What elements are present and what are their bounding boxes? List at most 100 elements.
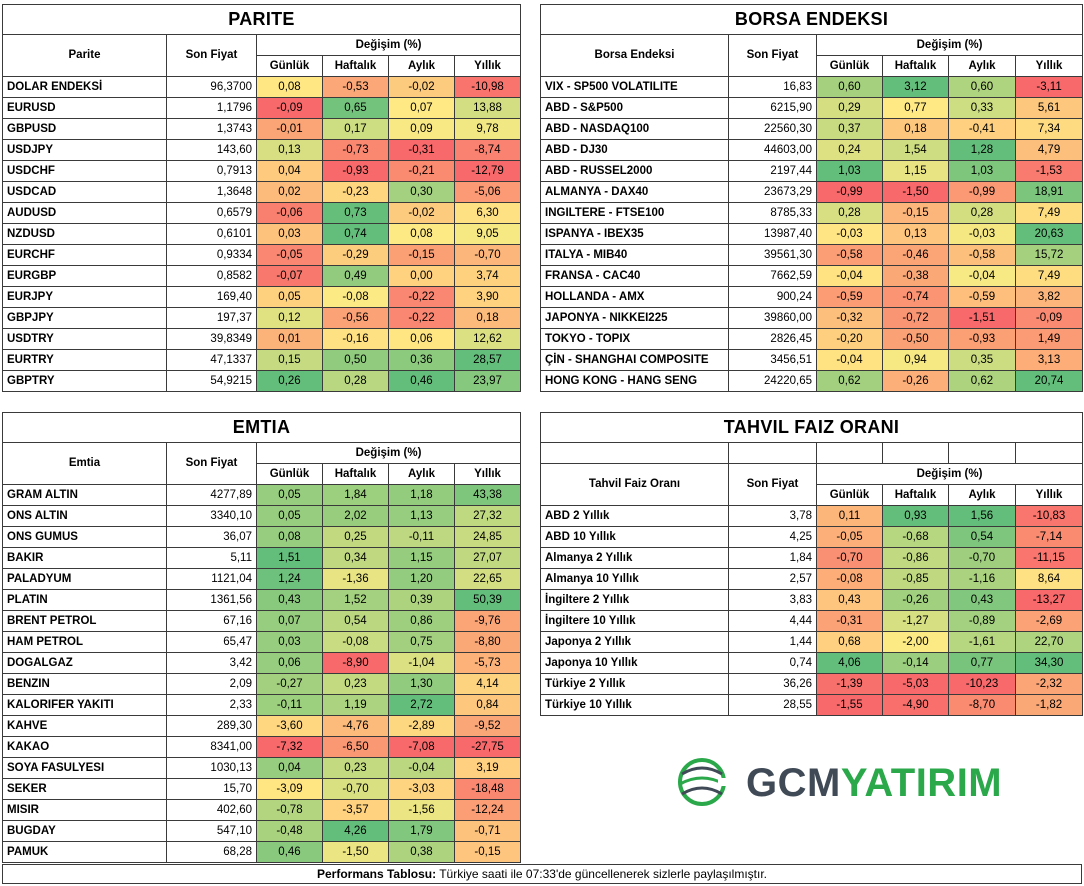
change-yearly-cell: 5,61 bbox=[1014, 97, 1084, 119]
table-row: VIX - SP500 VOLATILITE 16,83 0,60 3,12 0,60-… bbox=[540, 76, 1084, 98]
change-yearly-cell: 27,32 bbox=[453, 505, 522, 527]
change-weekly-cell: -0,74 bbox=[882, 286, 949, 308]
row-name: BAKIR bbox=[2, 547, 167, 569]
row-name: ÇİN - SHANGHAI COMPOSITE bbox=[540, 349, 729, 371]
row-name: AUDUSD bbox=[2, 202, 167, 224]
row-name: VIX - SP500 VOLATILITE bbox=[540, 76, 729, 98]
change-monthly-cell: 0,38 bbox=[388, 841, 455, 863]
change-yearly-cell: -12,79 bbox=[453, 160, 522, 182]
change-weekly-cell: -0,50 bbox=[882, 328, 949, 350]
row-price: 54,9215 bbox=[166, 370, 257, 392]
change-monthly-cell: -0,70 bbox=[948, 547, 1016, 569]
change-monthly-cell: -0,93 bbox=[948, 328, 1016, 350]
change-daily-cell: -0,20 bbox=[816, 328, 883, 350]
table-row: USDTRY 39,8349 0,01 -0,16 0,06 12,62 bbox=[2, 328, 522, 350]
change-weekly-cell: 1,19 bbox=[322, 694, 389, 716]
change-yearly-cell: 0,84 bbox=[453, 694, 522, 716]
tahvil-blank-cell bbox=[540, 442, 729, 464]
change-daily-cell: 0,06 bbox=[256, 652, 323, 674]
row-name: NZDUSD bbox=[2, 223, 167, 245]
change-monthly-cell: -0,89 bbox=[948, 610, 1016, 632]
table-row: KAKAO 8341,00 -7,32 -6,50 -7,08 -27,75 bbox=[2, 736, 522, 758]
change-daily-cell: -0,32 bbox=[816, 307, 883, 329]
change-yearly-cell: 7,34 bbox=[1014, 118, 1084, 140]
change-weekly-cell: -1,36 bbox=[322, 568, 389, 590]
change-monthly-cell: 1,20 bbox=[388, 568, 455, 590]
row-name: ITALYA - MIB40 bbox=[540, 244, 729, 266]
change-monthly-cell: 1,30 bbox=[388, 673, 455, 695]
table-row: ABD - DJ30 44603,00 0,24 1,54 1,28 4,79 bbox=[540, 139, 1084, 161]
change-monthly-cell: 0,00 bbox=[388, 265, 455, 287]
row-price: 39860,00 bbox=[728, 307, 817, 329]
table-row: NZDUSD 0,6101 0,03 0,74 0,08 9,05 bbox=[2, 223, 522, 245]
change-daily-cell: -0,27 bbox=[256, 673, 323, 695]
row-price: 39561,30 bbox=[728, 244, 817, 266]
table-row: ÇİN - SHANGHAI COMPOSITE 3456,51 -0,04 0,94… bbox=[540, 349, 1084, 371]
change-weekly-cell: -0,26 bbox=[882, 370, 949, 392]
table-row: EURUSD 1,1796 -0,09 0,65 0,07 13,88 bbox=[2, 97, 522, 119]
row-price: 65,47 bbox=[166, 631, 257, 653]
change-daily-cell: 0,12 bbox=[256, 307, 323, 329]
emtia-col-change: Değişim (%) bbox=[255, 442, 522, 464]
table-row: HOLLANDA - AMX 900,24 -0,59 -0,74 -0,59 3,82 bbox=[540, 286, 1084, 308]
change-weekly-cell: -1,50 bbox=[882, 181, 949, 203]
gcm-yatirim-logo: GCMYATIRIM bbox=[668, 754, 1002, 810]
change-monthly-cell: -10,23 bbox=[948, 673, 1016, 695]
table-row: ALMANYA - DAX40 23673,29 -0,99 -1,50 -0,99 18… bbox=[540, 181, 1084, 203]
change-yearly-cell: -3,11 bbox=[1014, 76, 1084, 98]
table-row: EURGBP 0,8582 -0,07 0,49 0,00 3,74 bbox=[2, 265, 522, 287]
change-daily-cell: -0,31 bbox=[816, 610, 883, 632]
row-price: 197,37 bbox=[166, 307, 257, 329]
change-weekly-cell: 0,50 bbox=[322, 349, 389, 371]
row-price: 1,1796 bbox=[166, 97, 257, 119]
row-price: 3,78 bbox=[728, 505, 817, 527]
row-name: USDCHF bbox=[2, 160, 167, 182]
change-weekly-cell: -0,73 bbox=[322, 139, 389, 161]
change-daily-cell: 0,03 bbox=[256, 631, 323, 653]
change-yearly-cell: 7,49 bbox=[1014, 202, 1084, 224]
table-row: PLATIN 1361,56 0,43 1,52 0,39 50,39 bbox=[2, 589, 522, 611]
tahvil-blank-cell bbox=[816, 442, 883, 464]
change-daily-cell: -0,04 bbox=[816, 349, 883, 371]
change-weekly-cell: 1,52 bbox=[322, 589, 389, 611]
change-weekly-cell: 0,73 bbox=[322, 202, 389, 224]
change-weekly-cell: 0,28 bbox=[322, 370, 389, 392]
change-daily-cell: 0,13 bbox=[256, 139, 323, 161]
change-weekly-cell: -0,86 bbox=[882, 547, 949, 569]
change-weekly-cell: 0,13 bbox=[882, 223, 949, 245]
table-row: GBPJPY 197,37 0,12 -0,56 -0,22 0,18 bbox=[2, 307, 522, 329]
change-weekly-cell: -0,15 bbox=[882, 202, 949, 224]
table-row: BAKIR 5,11 1,51 0,34 1,15 27,07 bbox=[2, 547, 522, 569]
change-monthly-cell: 0,36 bbox=[388, 349, 455, 371]
tahvil-rows: ABD 2 Yıllık 3,78 0,11 0,93 1,56 -10,83 ABD 10… bbox=[540, 505, 1084, 716]
tahvil-col-weekly: Haftalık bbox=[882, 484, 949, 506]
change-monthly-cell: 1,28 bbox=[948, 139, 1016, 161]
change-yearly-cell: -13,27 bbox=[1014, 589, 1084, 611]
change-daily-cell: 0,15 bbox=[256, 349, 323, 371]
change-weekly-cell: 2,02 bbox=[322, 505, 389, 527]
row-price: 0,7913 bbox=[166, 160, 257, 182]
change-weekly-cell: -3,57 bbox=[322, 799, 389, 821]
change-weekly-cell: 3,12 bbox=[882, 76, 949, 98]
table-row: PALADYUM 1121,04 1,24 -1,36 1,20 22,65 bbox=[2, 568, 522, 590]
change-yearly-cell: -0,15 bbox=[453, 841, 522, 863]
emtia-col-name: Emtia bbox=[2, 442, 167, 485]
table-row: MISIR 402,60 -0,78 -3,57 -1,56 -12,24 bbox=[2, 799, 522, 821]
change-yearly-cell: 22,65 bbox=[453, 568, 522, 590]
row-name: MISIR bbox=[2, 799, 167, 821]
change-monthly-cell: -1,56 bbox=[388, 799, 455, 821]
table-row: Japonya 2 Yıllık 1,44 0,68 -2,00 -1,61 22,70 bbox=[540, 631, 1084, 653]
parite-col-monthly: Aylık bbox=[388, 55, 455, 77]
change-monthly-cell: 0,60 bbox=[948, 76, 1016, 98]
table-row: BUGDAY 547,10 -0,48 4,26 1,79 -0,71 bbox=[2, 820, 522, 842]
row-price: 2,57 bbox=[728, 568, 817, 590]
row-price: 8785,33 bbox=[728, 202, 817, 224]
change-daily-cell: 0,24 bbox=[816, 139, 883, 161]
row-name: ISPANYA - IBEX35 bbox=[540, 223, 729, 245]
table-row: KALORIFER YAKITI 2,33 -0,11 1,19 2,72 0,84 bbox=[2, 694, 522, 716]
change-daily-cell: -3,09 bbox=[256, 778, 323, 800]
tahvil-col-yearly: Yıllık bbox=[1014, 484, 1084, 506]
change-daily-cell: -0,01 bbox=[256, 118, 323, 140]
row-name: DOLAR ENDEKSİ bbox=[2, 76, 167, 98]
table-row: FRANSA - CAC40 7662,59 -0,04 -0,38 -0,04 7,49 bbox=[540, 265, 1084, 287]
